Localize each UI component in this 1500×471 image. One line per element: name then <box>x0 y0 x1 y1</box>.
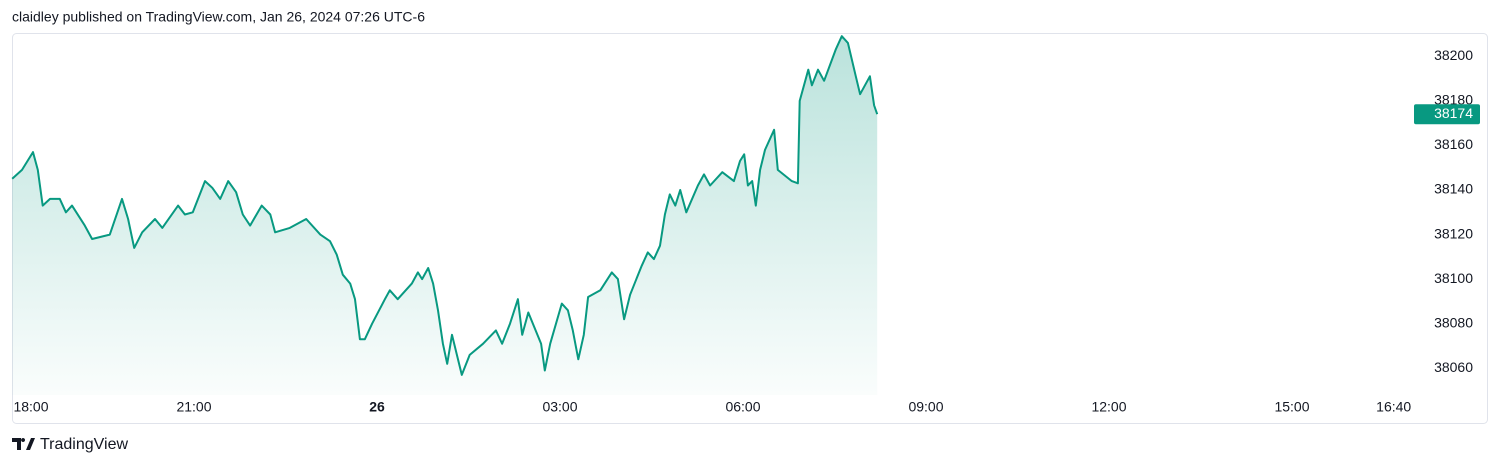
area-fill <box>12 36 878 395</box>
y-tick-label: 38060 <box>1434 359 1473 375</box>
price-line <box>11 35 879 376</box>
last-price-tag <box>1414 104 1480 125</box>
y-tick-label: 38200 <box>1434 47 1473 63</box>
x-tick-label: 03:00 <box>542 399 577 415</box>
y-tick-label: 38180 <box>1434 92 1473 108</box>
x-tick-label: 26 <box>369 399 385 415</box>
y-tick-label: 38160 <box>1434 136 1473 152</box>
footer-brand: TradingView <box>40 436 128 453</box>
header: claidley published on TradingView.com, J… <box>12 9 425 25</box>
x-tick-label: 21:00 <box>176 399 211 415</box>
x-tick-label: 06:00 <box>725 399 760 415</box>
last-price-label: 38174 <box>1434 105 1473 121</box>
x-tick-label: 09:00 <box>908 399 943 415</box>
y-tick-label: 38140 <box>1434 181 1473 197</box>
x-tick-label: 15:00 <box>1274 399 1309 415</box>
plot: 38060 38080 38100 38120 38140 38160 38180 38200… <box>11 35 1480 415</box>
logo <box>12 438 35 450</box>
y-tick-label: 38100 <box>1434 270 1473 286</box>
x-tick-label: 12:00 <box>1091 399 1126 415</box>
x-tick-label: 18:00 <box>13 399 48 415</box>
x-tick-label: 16:40 <box>1376 399 1411 415</box>
y-tick-label: 38120 <box>1434 225 1473 241</box>
y-tick-label: 38080 <box>1434 314 1473 330</box>
